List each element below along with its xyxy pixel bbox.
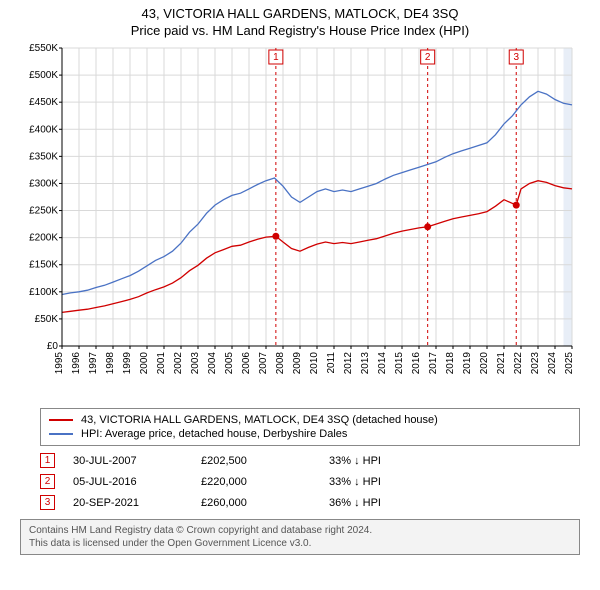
legend: 43, VICTORIA HALL GARDENS, MATLOCK, DE4 …: [40, 408, 580, 446]
svg-text:£500K: £500K: [29, 70, 58, 81]
event-price: £220,000: [201, 476, 311, 488]
svg-text:2008: 2008: [275, 352, 286, 375]
event-marker: 2: [40, 474, 55, 489]
chart-svg: 1 2 3 £0 £50K £100K £150K £200K £250K £300K £350K £…: [20, 42, 580, 382]
svg-text:1: 1: [273, 52, 279, 63]
svg-text:2013: 2013: [360, 352, 371, 375]
svg-text:1996: 1996: [71, 352, 82, 375]
svg-text:£400K: £400K: [29, 124, 58, 135]
legend-swatch: [49, 419, 73, 421]
svg-text:2020: 2020: [479, 352, 490, 375]
svg-text:£300K: £300K: [29, 178, 58, 189]
event-marker: 3: [40, 495, 55, 510]
svg-text:2010: 2010: [309, 352, 320, 375]
svg-text:2025: 2025: [564, 352, 575, 375]
svg-text:£250K: £250K: [29, 206, 58, 217]
svg-text:2012: 2012: [343, 352, 354, 375]
svg-text:2015: 2015: [394, 352, 405, 375]
svg-text:£100K: £100K: [29, 287, 58, 298]
svg-text:2000: 2000: [139, 352, 150, 375]
title-line-1: 43, VICTORIA HALL GARDENS, MATLOCK, DE4 …: [0, 6, 600, 21]
svg-text:2009: 2009: [292, 352, 303, 375]
footer-line-1: Contains HM Land Registry data © Crown c…: [29, 524, 571, 537]
svg-text:2018: 2018: [445, 352, 456, 375]
event-relative-hpi: 36% ↓ HPI: [329, 497, 381, 509]
svg-text:2024: 2024: [547, 352, 558, 375]
svg-text:2016: 2016: [411, 352, 422, 375]
legend-swatch: [49, 433, 73, 435]
svg-text:2017: 2017: [428, 352, 439, 375]
svg-text:2011: 2011: [326, 352, 337, 374]
svg-text:£200K: £200K: [29, 233, 58, 244]
svg-text:£450K: £450K: [29, 97, 58, 108]
svg-text:2001: 2001: [156, 352, 167, 375]
svg-text:1999: 1999: [122, 352, 133, 375]
legend-label: HPI: Average price, detached house, Derb…: [81, 428, 347, 440]
svg-text:1997: 1997: [88, 352, 99, 375]
attribution-footer: Contains HM Land Registry data © Crown c…: [20, 519, 580, 555]
price-chart: 1 2 3 £0 £50K £100K £150K £200K £250K £300K £350K £…: [20, 42, 580, 402]
svg-text:£0: £0: [47, 341, 59, 352]
svg-text:£50K: £50K: [35, 314, 59, 325]
event-date: 05-JUL-2016: [73, 476, 183, 488]
title-line-2: Price paid vs. HM Land Registry's House …: [0, 23, 600, 38]
event-date: 20-SEP-2021: [73, 497, 183, 509]
event-marker: 1: [40, 453, 55, 468]
svg-text:1995: 1995: [54, 352, 65, 375]
svg-text:2004: 2004: [207, 352, 218, 375]
sale-event-row: 1 30-JUL-2007 £202,500 33% ↓ HPI: [40, 450, 580, 471]
chart-title-block: 43, VICTORIA HALL GARDENS, MATLOCK, DE4 …: [0, 0, 600, 38]
svg-text:2021: 2021: [496, 352, 507, 375]
svg-text:2014: 2014: [377, 352, 388, 375]
legend-item: 43, VICTORIA HALL GARDENS, MATLOCK, DE4 …: [49, 413, 571, 427]
sale-event-row: 2 05-JUL-2016 £220,000 33% ↓ HPI: [40, 471, 580, 492]
svg-text:1998: 1998: [105, 352, 116, 375]
svg-text:2006: 2006: [241, 352, 252, 375]
svg-text:£350K: £350K: [29, 151, 58, 162]
legend-item: HPI: Average price, detached house, Derb…: [49, 427, 571, 441]
event-date: 30-JUL-2007: [73, 455, 183, 467]
svg-text:3: 3: [513, 52, 519, 63]
event-relative-hpi: 33% ↓ HPI: [329, 455, 381, 467]
legend-label: 43, VICTORIA HALL GARDENS, MATLOCK, DE4 …: [81, 414, 438, 426]
sale-event-row: 3 20-SEP-2021 £260,000 36% ↓ HPI: [40, 492, 580, 513]
svg-text:2005: 2005: [224, 352, 235, 375]
svg-text:2023: 2023: [530, 352, 541, 375]
svg-text:2: 2: [425, 52, 431, 63]
svg-text:2007: 2007: [258, 352, 269, 375]
event-price: £202,500: [201, 455, 311, 467]
sale-events-table: 1 30-JUL-2007 £202,500 33% ↓ HPI 2 05-JUL-201…: [40, 450, 580, 513]
svg-text:£150K: £150K: [29, 260, 58, 271]
svg-text:2019: 2019: [462, 352, 473, 375]
footer-line-2: This data is licensed under the Open Gov…: [29, 537, 571, 550]
svg-text:2022: 2022: [513, 352, 524, 375]
svg-text:£550K: £550K: [29, 43, 58, 54]
event-price: £260,000: [201, 497, 311, 509]
svg-text:2002: 2002: [173, 352, 184, 375]
svg-text:2003: 2003: [190, 352, 201, 375]
event-relative-hpi: 33% ↓ HPI: [329, 476, 381, 488]
